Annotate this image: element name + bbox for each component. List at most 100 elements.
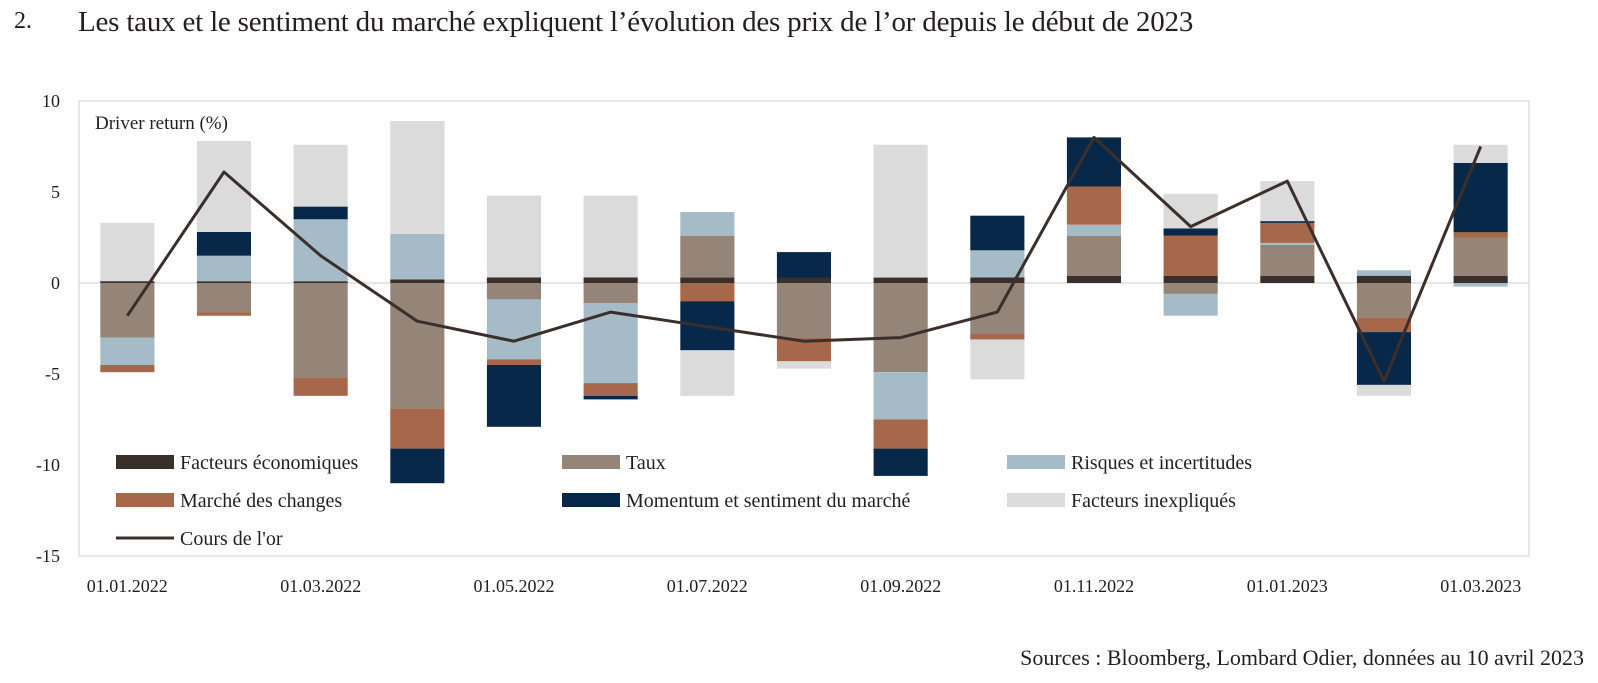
bar-segment-1 — [1453, 275, 1508, 283]
title-text: Les taux et le sentiment du marché expli… — [78, 6, 1194, 38]
bar-segment-5 — [196, 232, 251, 256]
bar-segment-6 — [680, 350, 735, 396]
y-tick-label: -15 — [36, 546, 60, 566]
x-tick-label: 01.01.2023 — [1247, 576, 1328, 596]
bar-segment-1 — [1356, 275, 1411, 283]
bar-segment-3 — [390, 233, 445, 280]
gold-price-line — [126, 135, 1483, 383]
x-tick-label: 01.05.2022 — [474, 576, 555, 596]
bar-layer — [100, 121, 1508, 484]
bar-segment-5 — [293, 206, 348, 220]
legend-label: Facteurs inexpliqués — [1071, 490, 1236, 512]
bar-segment-1 — [196, 281, 251, 283]
legend-swatch — [1007, 455, 1065, 469]
bar-segment-6 — [970, 339, 1025, 380]
bar-segment-5 — [1163, 228, 1218, 236]
bar-segment-4 — [1066, 186, 1121, 225]
bar-segment-4 — [583, 383, 638, 396]
legend-label: Momentum et sentiment du marché — [626, 490, 910, 512]
bar-segment-1 — [680, 277, 735, 283]
bar-segment-1 — [486, 277, 541, 283]
y-tick-label: 10 — [42, 91, 60, 111]
y-tick-label: 0 — [51, 273, 60, 293]
bar-segment-4 — [196, 312, 251, 316]
bar-segment-5 — [970, 215, 1025, 251]
bar-segment-2 — [196, 283, 251, 313]
legend: Facteurs économiques Taux Risques et incer… — [116, 452, 1252, 550]
bar-segment-6 — [486, 195, 541, 278]
bar-segment-4 — [1453, 232, 1508, 238]
bar-segment-5 — [1066, 137, 1121, 187]
bar-segment-4 — [1163, 235, 1218, 276]
bar-segment-1 — [100, 281, 155, 283]
bar-segment-3 — [1066, 224, 1121, 236]
stacked-bar-chart: 10 5 0 -5 -10 -15 01.01.2022 01.03.2022 01.05.2… — [36, 91, 1530, 596]
bar-segment-1 — [390, 279, 445, 283]
bar-segment-1 — [293, 281, 348, 283]
bar-segment-3 — [196, 255, 251, 282]
x-tick-label: 01.07.2022 — [667, 576, 748, 596]
bar-segment-2 — [100, 283, 155, 338]
bar-segment-6 — [776, 361, 831, 369]
bar-segment-6 — [1453, 144, 1508, 163]
bar-segment-4 — [100, 364, 155, 373]
legend-swatch — [116, 493, 174, 507]
y-tick-label: -10 — [36, 455, 60, 475]
bar-segment-1 — [1066, 275, 1121, 283]
bar-segment-3 — [100, 337, 155, 365]
legend-swatch — [1007, 493, 1065, 507]
x-axis: 01.01.2022 01.03.2022 01.05.2022 01.07.2022… — [87, 576, 1521, 596]
legend-label: Cours de l'or — [180, 528, 283, 550]
x-tick-label: 01.11.2022 — [1054, 576, 1134, 596]
bar-segment-4 — [1260, 222, 1315, 243]
bar-segment-5 — [486, 364, 541, 427]
bar-segment-2 — [293, 283, 348, 378]
bar-segment-4 — [486, 359, 541, 365]
x-tick-label: 01.01.2022 — [87, 576, 168, 596]
bar-segment-6 — [1356, 384, 1411, 396]
bar-segment-2 — [1453, 237, 1508, 276]
title-number: 2. — [14, 8, 32, 34]
bar-segment-1 — [970, 277, 1025, 283]
legend-label: Risques et incertitudes — [1071, 452, 1252, 474]
bar-segment-2 — [1066, 235, 1121, 276]
bar-segment-2 — [776, 283, 831, 338]
bar-segment-4 — [970, 334, 1025, 340]
bar-segment-6 — [390, 121, 445, 234]
legend-swatch — [116, 455, 174, 469]
line-layer — [126, 135, 1483, 383]
y-tick-label: 5 — [51, 182, 60, 202]
bar-segment-3 — [293, 219, 348, 282]
source-note: Sources : Bloomberg, Lombard Odier, donn… — [1020, 645, 1584, 670]
bar-segment-4 — [680, 283, 735, 302]
bar-segment-2 — [873, 283, 928, 373]
bar-segment-5 — [583, 395, 638, 400]
bar-segment-2 — [680, 235, 735, 278]
bar-segment-4 — [390, 408, 445, 449]
bar-segment-6 — [583, 195, 638, 278]
legend-label: Taux — [626, 452, 666, 474]
bar-segment-6 — [873, 144, 928, 278]
bar-segment-3 — [1163, 293, 1218, 316]
bar-segment-2 — [583, 283, 638, 303]
bar-segment-3 — [1356, 270, 1411, 276]
bar-segment-3 — [873, 372, 928, 420]
bar-segment-3 — [970, 250, 1025, 278]
bar-segment-2 — [970, 283, 1025, 334]
page-title: 2. Les taux et le sentiment du marché ex… — [0, 6, 1598, 46]
bar-segment-2 — [1163, 283, 1218, 294]
bar-segment-3 — [680, 212, 735, 236]
legend-swatch — [562, 455, 620, 469]
plot-frame — [78, 100, 1530, 557]
bar-segment-2 — [486, 283, 541, 300]
bar-segment-2 — [1260, 244, 1315, 276]
legend-label: Marché des changes — [180, 490, 342, 512]
bar-segment-1 — [1260, 275, 1315, 283]
bar-segment-5 — [873, 448, 928, 476]
bar-segment-6 — [100, 222, 155, 282]
bar-segment-6 — [293, 144, 348, 207]
bar-segment-5 — [1453, 162, 1508, 233]
bar-segment-3 — [486, 299, 541, 360]
bar-segment-2 — [1356, 283, 1411, 318]
bar-segment-6 — [1260, 181, 1315, 222]
